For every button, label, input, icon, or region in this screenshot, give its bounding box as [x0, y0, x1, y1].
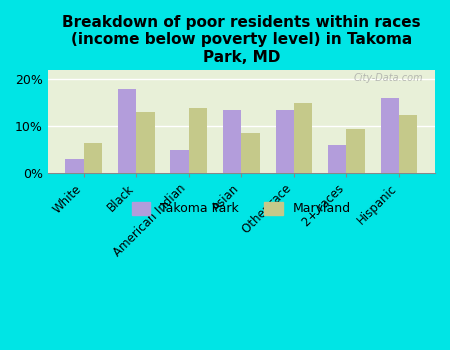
Bar — [189, 107, 207, 173]
Bar — [275, 110, 294, 173]
Bar — [84, 143, 102, 173]
Title: Breakdown of poor residents within races
(income below poverty level) in Takoma
: Breakdown of poor residents within races… — [62, 15, 421, 65]
Bar — [136, 112, 155, 173]
Bar — [381, 98, 399, 173]
Bar — [118, 89, 136, 173]
Bar — [223, 110, 241, 173]
Legend: Takoma Park, Maryland: Takoma Park, Maryland — [127, 197, 356, 220]
Bar — [171, 150, 189, 173]
Bar — [294, 103, 312, 173]
Bar — [399, 114, 418, 173]
Bar — [241, 133, 260, 173]
Bar — [65, 159, 84, 173]
Text: City-Data.com: City-Data.com — [354, 73, 423, 83]
Bar — [328, 145, 346, 173]
Bar — [346, 129, 365, 173]
